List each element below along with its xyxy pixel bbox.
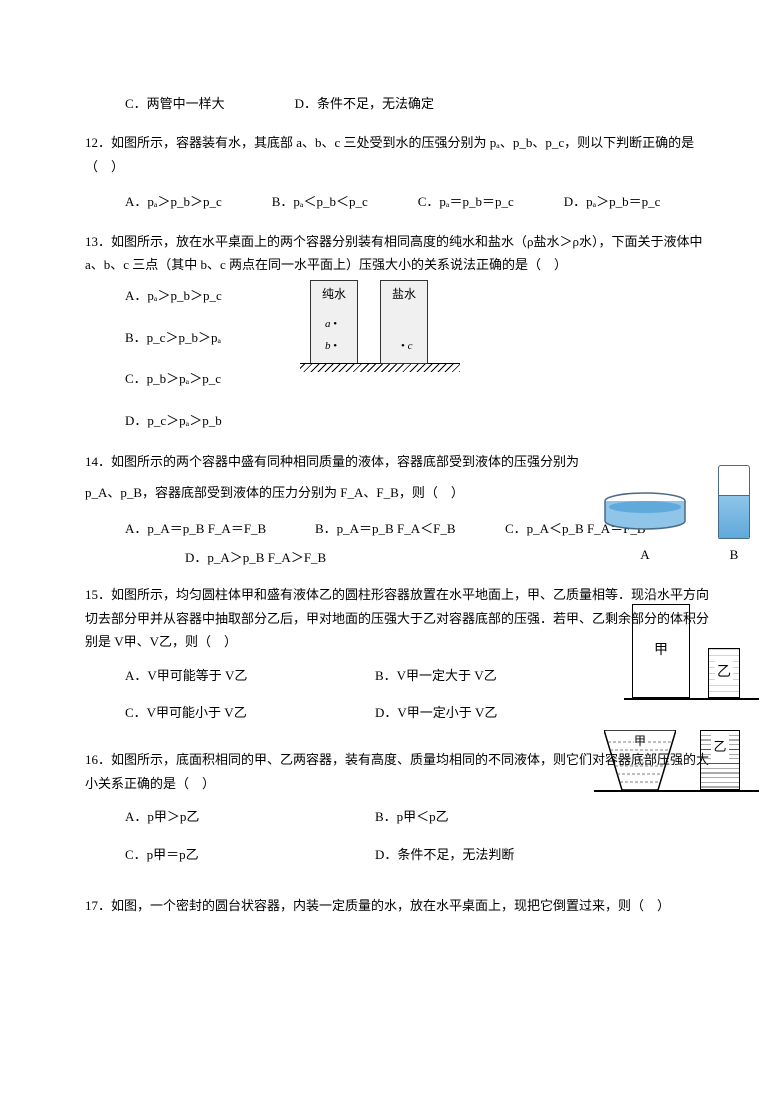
q14-opt-a: A．p_A＝p_B F_A＝F_B [125,517,265,540]
q15-label-jia: 甲 [654,638,668,663]
q12-opt-c: C．pₐ＝p_b＝p_c [418,190,514,213]
q16-figure: 甲 乙 [604,730,740,790]
q13-figure: 纯水 a • b • 盐水 • c [310,280,428,364]
q14-opt-b: B．p_A＝p_B F_A＜F_B [315,517,455,540]
q11-opt-c: C．两管中一样大 [125,92,225,115]
q14-vessel-b: B [718,465,750,566]
q14-label-b: B [718,543,750,566]
q16-vessel-jia: 甲 [604,730,676,790]
q15-opt-a: A．V甲可能等于 V乙 [125,664,375,687]
q13-ground-hatch [300,363,460,372]
q16-vessel-yi: 乙 [700,730,740,790]
q15-stem: 15．如图所示，均匀圆柱体甲和盛有液体乙的圆柱形容器放置在水平地面上，甲、乙质量… [85,583,710,653]
q15-opt-d: D．V甲一定小于 V乙 [375,701,625,724]
q13-point-b: b • [325,337,337,357]
q14-vessel-a: A [602,491,688,566]
q14-figure: A B [602,465,750,566]
q12-opt-d: D．pₐ＞p_b＝p_c [564,190,661,213]
q14-opt-d: D．p_A＞p_B F_A＞F_B [125,546,660,569]
q16-opt-d: D．条件不足，无法判断 [375,843,625,866]
q13-beaker-left: 纯水 a • b • [310,280,358,364]
q16-label-yi: 乙 [711,735,728,758]
q12-opt-b: B．pₐ＜p_b＜p_c [272,190,368,213]
q15-cylinder-jia: 甲 [632,604,690,698]
q12-opt-a: A．pₐ＞p_b＞p_c [125,190,222,213]
q15-opt-b: B．V甲一定大于 V乙 [375,664,625,687]
q13-stem: 13．如图所示，放在水平桌面上的两个容器分别装有相同高度的纯水和盐水（ρ盐水＞ρ… [85,230,710,277]
q13-beaker-right: 盐水 • c [380,280,428,364]
svg-text:甲: 甲 [634,734,646,748]
q11-options: C．两管中一样大 D．条件不足，无法确定 [85,92,710,115]
q15-options: A．V甲可能等于 V乙 B．V甲一定大于 V乙 C．V甲可能小于 V乙 D．V甲… [85,664,710,739]
q16-options: A．p甲＞p乙 B．p甲＜p乙 C．p甲＝p乙 D．条件不足，无法判断 [85,805,710,880]
q15-figure: 甲 乙 [632,604,740,698]
q16-opt-c: C．p甲＝p乙 [125,843,375,866]
q11-opt-d: D．条件不足，无法确定 [295,92,434,115]
q16-opt-b: B．p甲＜p乙 [375,805,625,828]
q13-left-label: 纯水 [311,281,357,306]
q12-stem: 12．如图所示，容器装有水，其底部 a、b、c 三处受到水的压强分别为 pₐ、p… [85,131,710,178]
q16-opt-a: A．p甲＞p乙 [125,805,375,828]
q17-stem: 17．如图，一个密封的圆台状容器，内装一定质量的水，放在水平桌面上，现把它倒置过… [85,894,710,917]
q15-label-yi: 乙 [715,660,733,685]
page: C．两管中一样大 D．条件不足，无法确定 12．如图所示，容器装有水，其底部 a… [0,0,780,965]
q14-label-a: A [602,543,688,566]
q15-container-yi: 乙 [708,648,740,698]
q15-ground [624,698,759,700]
q16-ground [594,790,759,792]
q12-options: A．pₐ＞p_b＞p_c B．pₐ＜p_b＜p_c C．pₐ＝p_b＝p_c D… [85,190,710,213]
q15-opt-c: C．V甲可能小于 V乙 [125,701,375,724]
q13-point-a: a • [325,315,337,335]
q13-opt-d: D．p_c＞pₐ＞p_b [125,409,710,432]
q13-point-c: • c [401,337,413,357]
q13-right-label: 盐水 [381,281,427,306]
